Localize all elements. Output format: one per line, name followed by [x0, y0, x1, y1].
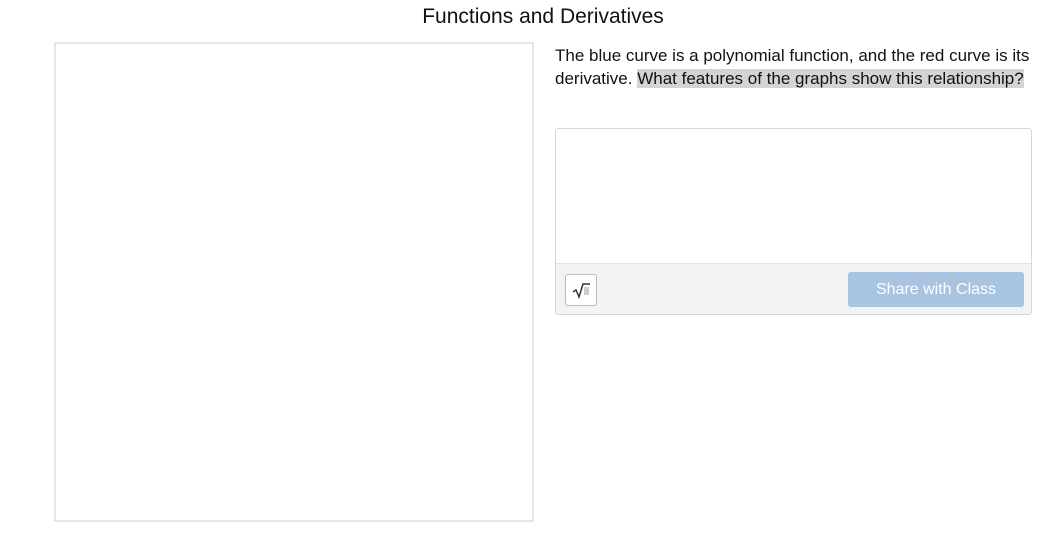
graph	[54, 42, 534, 522]
prompt-text: The blue curve is a polynomial function,…	[555, 46, 1030, 88]
prompt-highlight: What features of the graphs show this re…	[637, 69, 1024, 88]
toolbar: Share with Class	[556, 263, 1031, 314]
title: Functions and Derivatives	[422, 5, 664, 28]
sqrt-icon	[572, 283, 590, 300]
graph-frame	[54, 42, 534, 522]
share-button[interactable]: Share with Class	[848, 272, 1024, 307]
prompt: The blue curve is a polynomial function,…	[555, 44, 1045, 90]
answer-box[interactable]: Share with Class	[555, 128, 1032, 315]
math-button[interactable]	[565, 274, 597, 306]
